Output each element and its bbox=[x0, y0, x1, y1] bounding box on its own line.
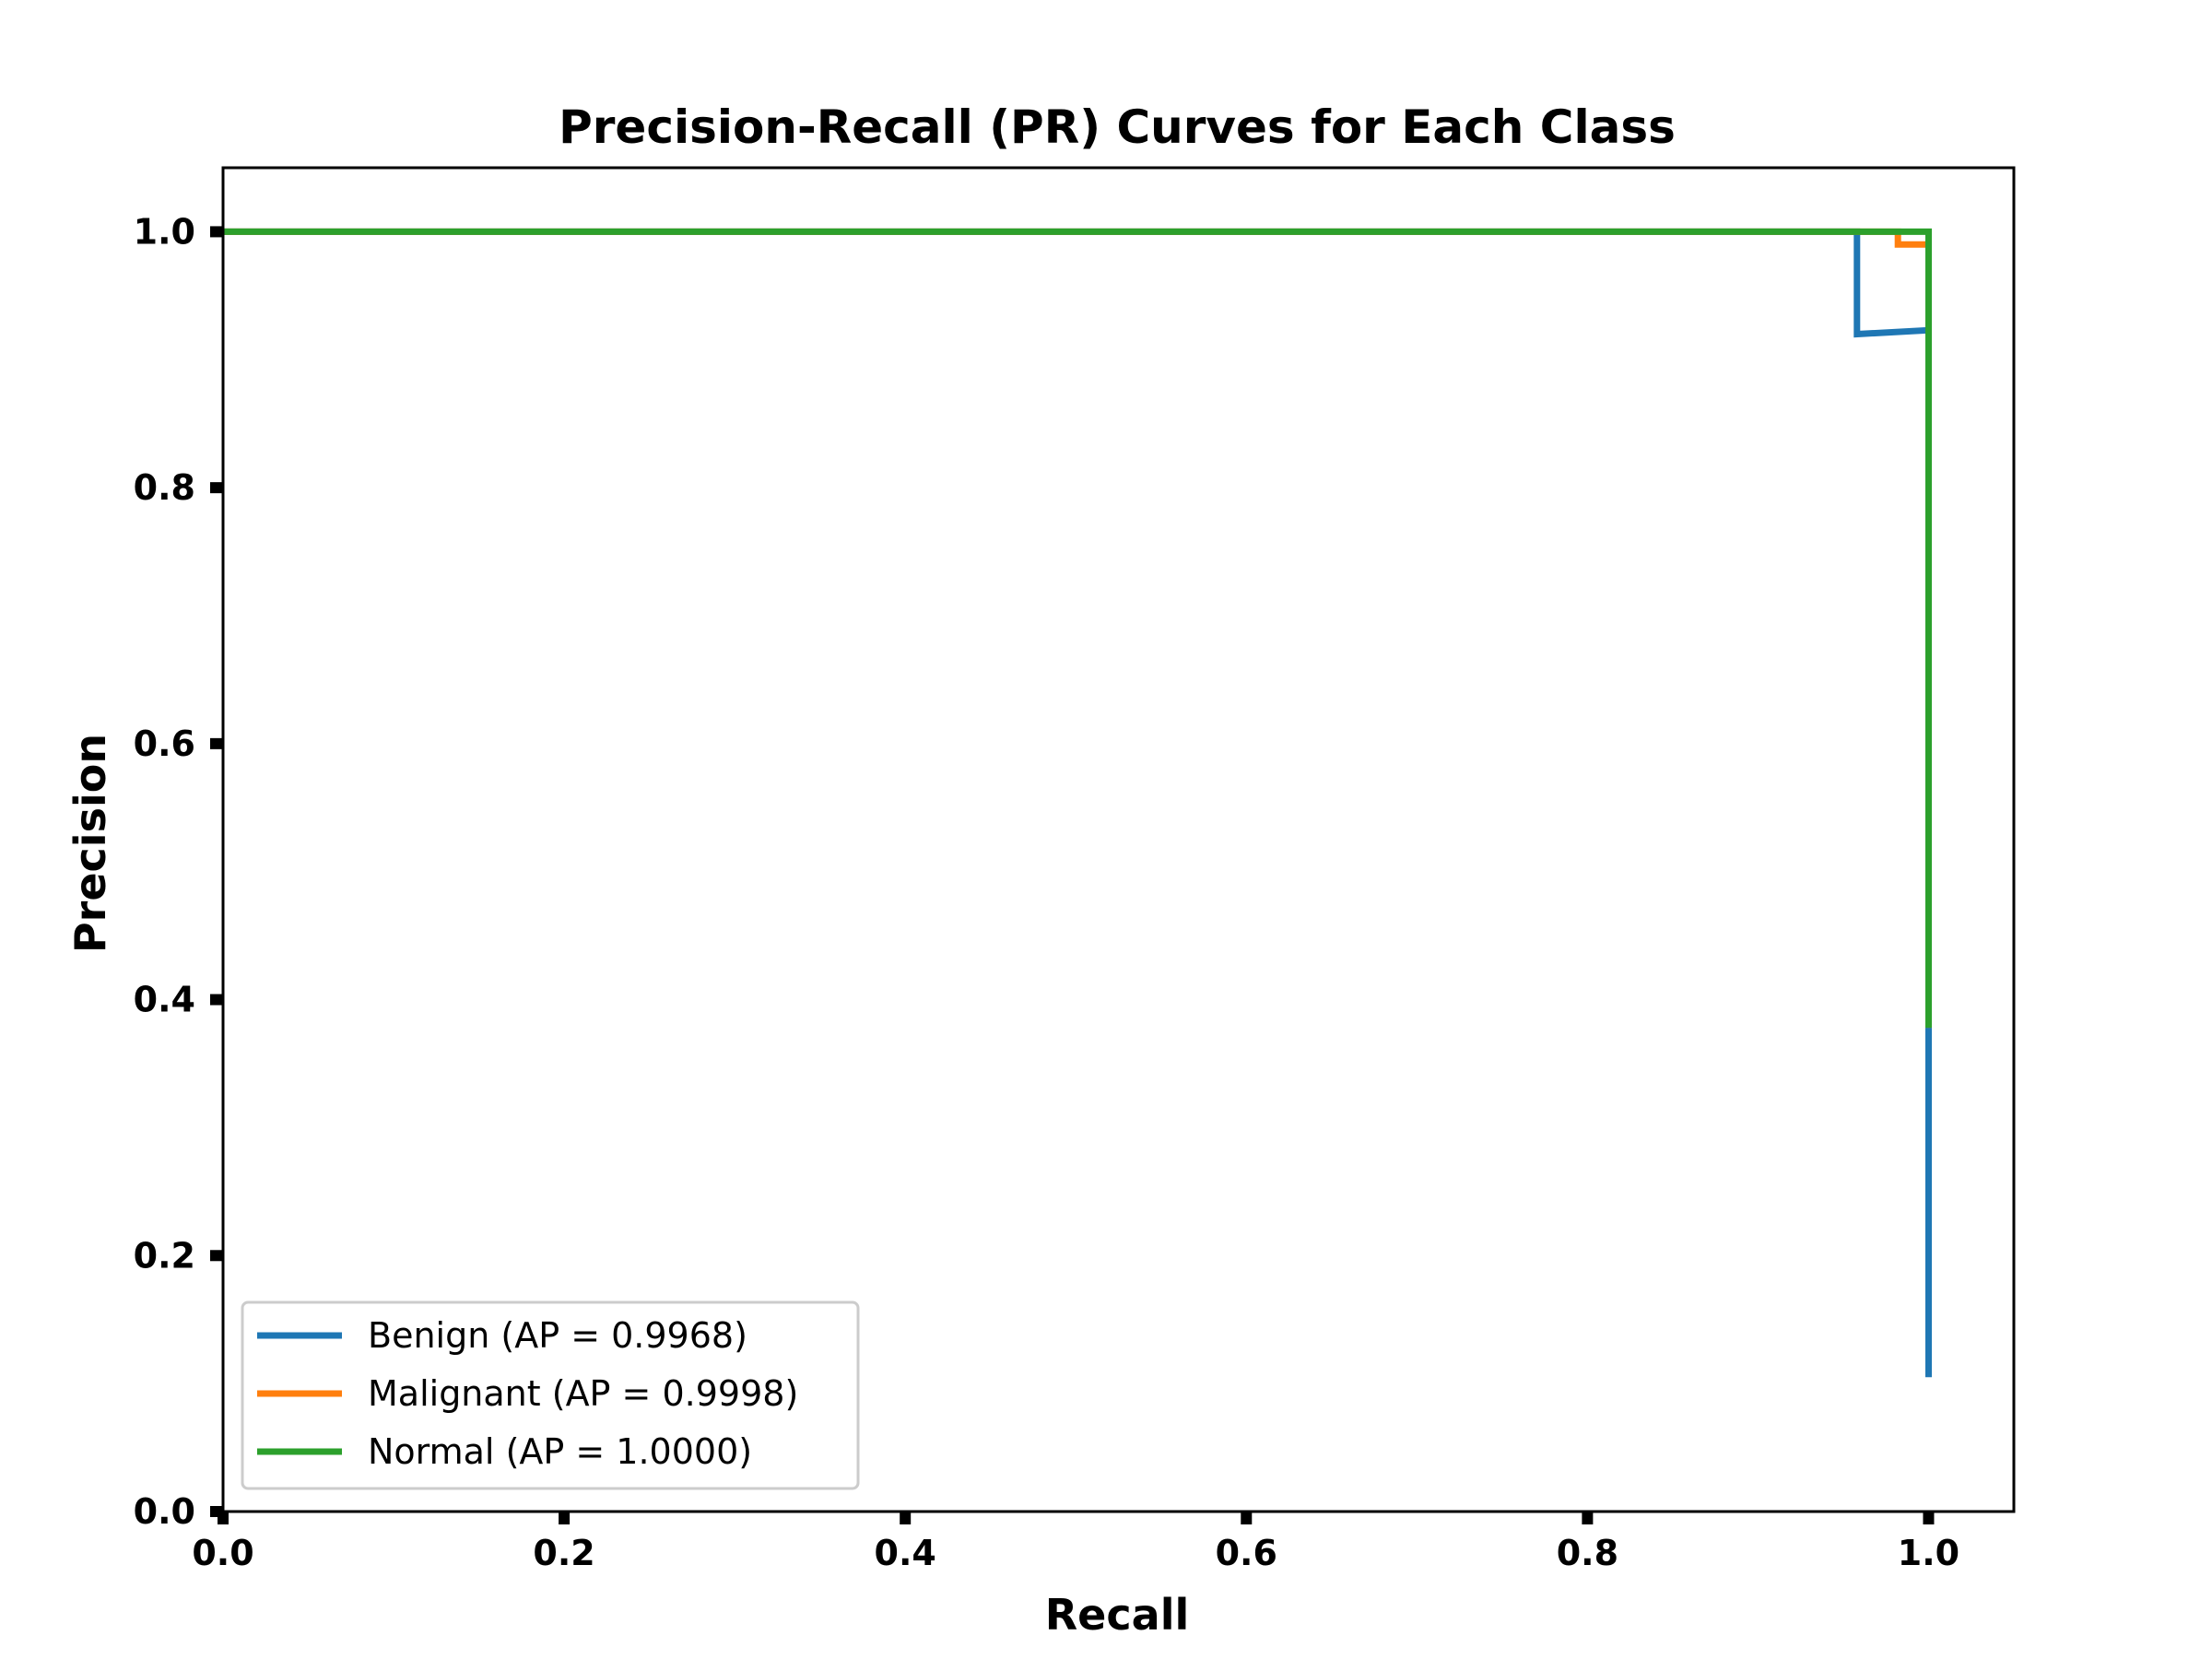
y-tick-label: 0.2 bbox=[134, 1235, 195, 1276]
x-tick-label: 1.0 bbox=[1898, 1533, 1959, 1573]
y-tick-label: 0.6 bbox=[134, 724, 195, 764]
chart-title: Precision-Recall (PR) Curves for Each Cl… bbox=[559, 100, 1676, 154]
x-tick-label: 0.2 bbox=[533, 1533, 594, 1573]
x-tick-label: 0.0 bbox=[192, 1533, 253, 1573]
y-tick-label: 0.0 bbox=[134, 1491, 195, 1532]
legend-label-2: Malignant (AP = 0.9998) bbox=[368, 1373, 798, 1414]
x-tick-label: 0.6 bbox=[1216, 1533, 1277, 1573]
x-tick-label: 0.4 bbox=[875, 1533, 936, 1573]
series-line-3 bbox=[223, 228, 1932, 1029]
legend-label-1: Benign (AP = 0.9968) bbox=[368, 1315, 747, 1356]
x-axis-label: Recall bbox=[1045, 1590, 1189, 1640]
axes-frame bbox=[221, 166, 2016, 1513]
y-axis-label: Precision bbox=[65, 734, 115, 953]
y-tick-label: 1.0 bbox=[134, 211, 195, 252]
legend-label-3: Normal (AP = 1.0000) bbox=[368, 1431, 752, 1472]
x-tick-label: 0.8 bbox=[1557, 1533, 1618, 1573]
y-tick-label: 0.8 bbox=[134, 467, 195, 508]
legend-box bbox=[241, 1300, 860, 1490]
y-tick-label: 0.4 bbox=[134, 980, 195, 1020]
plot-area: 0.0 0.2 0.4 0.6 0.8 1.0 0.0 0.2 0.4 0.6 0.8 1.0 Beni… bbox=[134, 166, 2016, 1573]
